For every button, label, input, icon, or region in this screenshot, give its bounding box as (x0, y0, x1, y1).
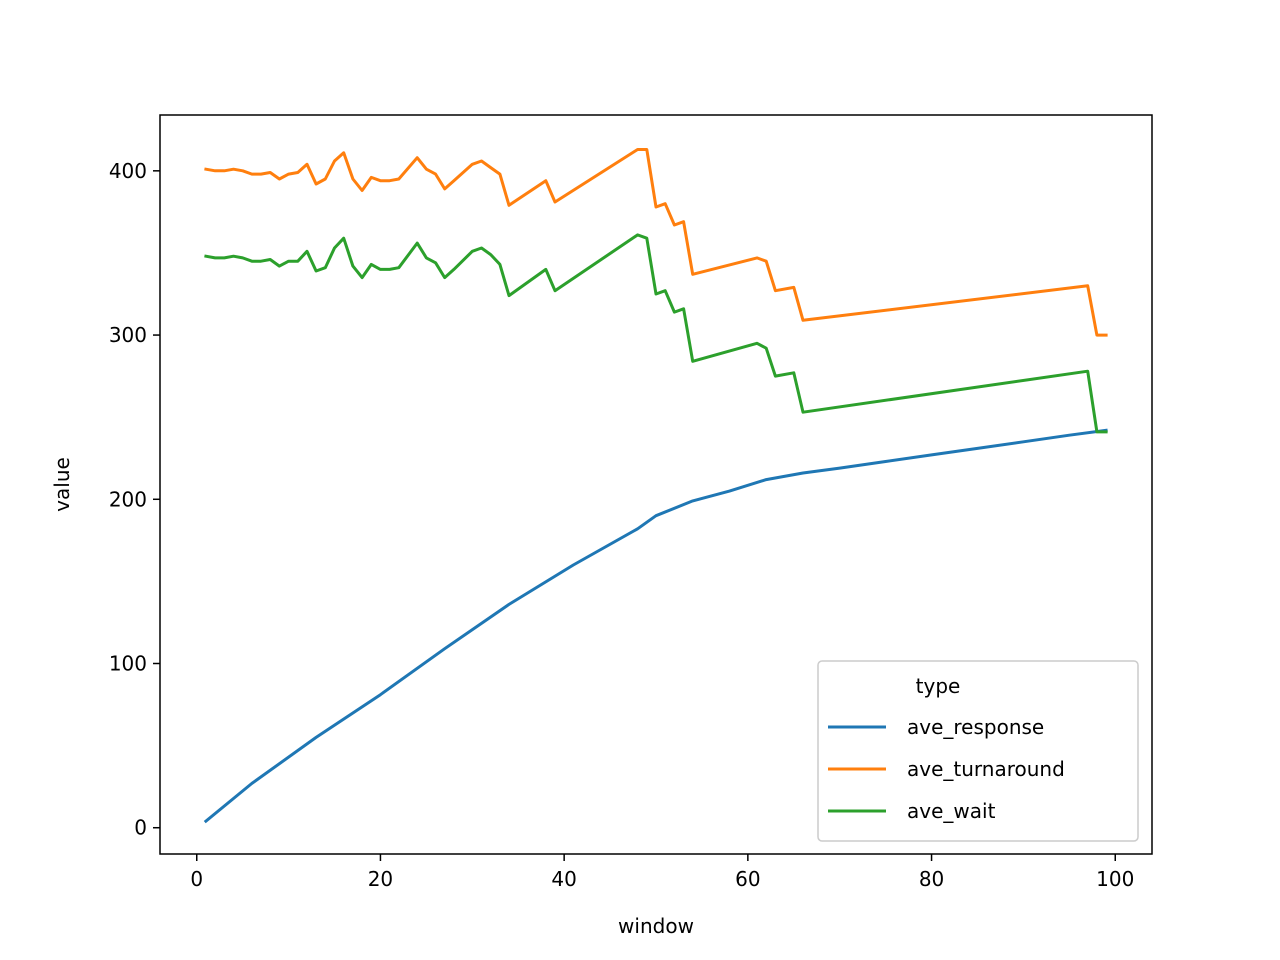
legend-label-ave-response: ave_response (907, 715, 1044, 739)
legend-label-ave-wait: ave_wait (907, 799, 996, 823)
x-tick-label: 0 (190, 867, 203, 891)
x-tick-label: 40 (551, 867, 576, 891)
y-axis-label: value (50, 457, 74, 512)
x-tick-label: 20 (368, 867, 393, 891)
series-line-ave-turnaround (204, 148, 1108, 337)
legend-box (817, 660, 1139, 842)
y-tick-label: 0 (134, 816, 147, 840)
x-tick-label: 80 (919, 867, 944, 891)
y-tick-label: 400 (109, 159, 147, 183)
series-line-ave-response (203, 428, 1108, 824)
x-tick-label: 100 (1096, 867, 1134, 891)
y-tick-label: 100 (109, 652, 147, 676)
x-axis-label: window (618, 914, 694, 938)
series-layer (203, 148, 1108, 824)
legend-title: type (916, 674, 961, 698)
legend-label-ave-turnaround: ave_turnaround (907, 757, 1065, 781)
y-tick-label: 200 (109, 487, 147, 511)
legend: type ave_response ave_turnaround ave_wait (817, 660, 1139, 842)
x-axis: 0 20 40 60 80 100 (190, 854, 1134, 891)
legend-entries: ave_response ave_turnaround ave_wait (828, 715, 1065, 823)
plot-frame (159, 114, 1153, 855)
y-tick-label: 300 (109, 323, 147, 347)
x-tick-label: 60 (735, 867, 760, 891)
y-axis: 0 100 200 300 400 (109, 159, 160, 840)
series-line-ave-wait (204, 233, 1108, 434)
